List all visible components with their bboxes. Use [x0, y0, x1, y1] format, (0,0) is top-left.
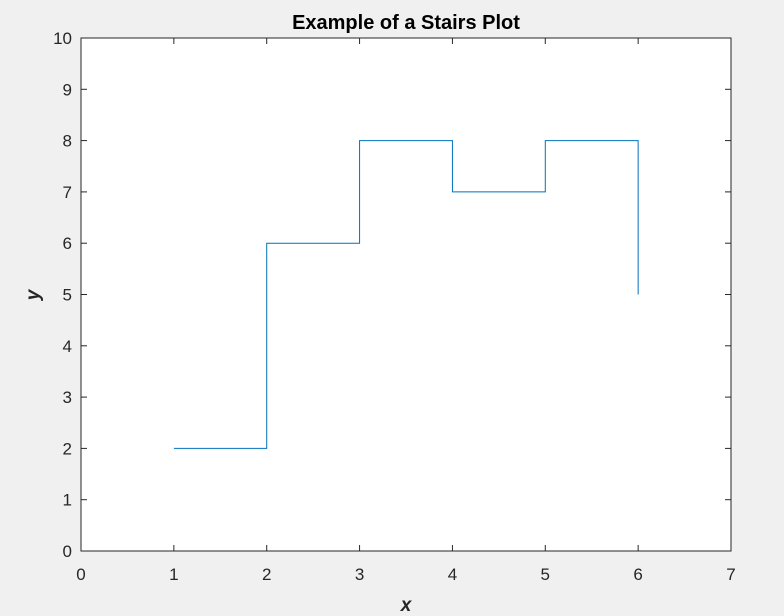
series-layer	[173, 140, 639, 449]
y-tick-label: 5	[63, 286, 72, 305]
x-tick-label: 2	[262, 565, 271, 584]
stairs-series-line	[173, 140, 639, 449]
x-tick-label: 1	[169, 565, 178, 584]
y-tick-label: 1	[63, 491, 72, 510]
chart-title: Example of a Stairs Plot	[292, 12, 520, 34]
y-tick-label: 2	[63, 439, 72, 458]
x-tick-label: 5	[541, 565, 550, 584]
y-tick-label: 6	[63, 234, 72, 253]
x-tick-label: 0	[76, 565, 85, 584]
y-tick-label: 4	[63, 337, 72, 356]
y-axis-label: y	[23, 288, 44, 301]
x-axis-label: x	[400, 595, 413, 616]
axes-box	[80, 37, 732, 552]
x-tick-label: 3	[355, 565, 364, 584]
axes-background	[81, 38, 731, 551]
x-tick-label: 6	[633, 565, 642, 584]
y-tick-label: 8	[63, 132, 72, 151]
y-tick-label: 7	[63, 183, 72, 202]
y-tick-label: 3	[63, 388, 72, 407]
x-tick-label: 7	[726, 565, 735, 584]
y-tick-label: 9	[63, 80, 72, 99]
y-tick-label: 0	[63, 542, 72, 561]
x-tick-label: 4	[448, 565, 457, 584]
y-tick-label: 10	[53, 29, 72, 48]
tick-labels-layer: 0 1 2 3 4 5 6 7 0 1 2 3 4 5 6 7 8 9 10	[53, 29, 736, 584]
